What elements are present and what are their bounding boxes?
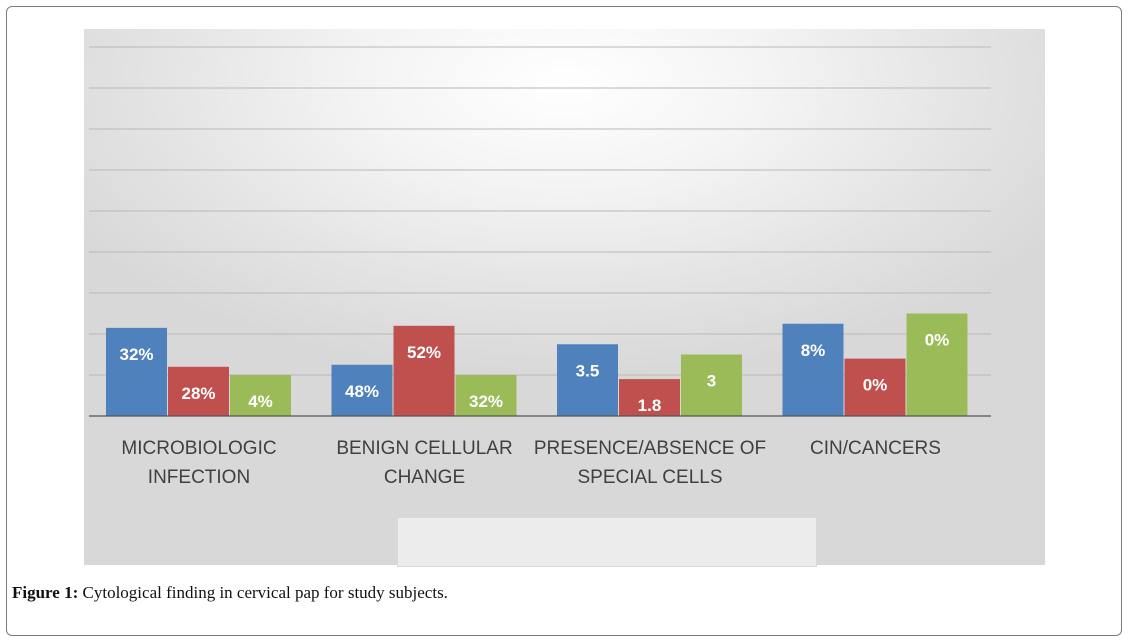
chart-area: 32% 48% 3.5 8% 28% 52% 1.8 0% 4% 32% 3 0% MICROBIOLO… — [84, 29, 1045, 565]
bar — [393, 325, 455, 416]
data-label: 8% — [801, 341, 826, 360]
bar-chart: 32% 48% 3.5 8% 28% 52% 1.8 0% 4% 32% 3 0% MICROBIOLO… — [89, 46, 991, 550]
data-label: 1.8 — [638, 396, 662, 415]
bar — [681, 354, 742, 416]
bar — [331, 364, 393, 416]
data-label: 0% — [863, 376, 888, 395]
data-label: 28% — [181, 384, 215, 403]
bar — [906, 313, 968, 416]
bar — [168, 366, 229, 416]
data-label: 32% — [469, 392, 503, 411]
category-label: BENIGN CELLULAR — [336, 438, 512, 459]
bar — [230, 375, 291, 416]
figure-caption: Figure 1: Cytological finding in cervica… — [12, 583, 448, 603]
bar — [106, 327, 167, 416]
bar — [455, 375, 517, 416]
category-label: CIN/CANCERS — [810, 438, 941, 459]
bar — [782, 323, 844, 416]
bar — [557, 344, 618, 416]
category-label: SPECIAL CELLS — [577, 467, 722, 488]
caption-label: Figure 1: — [12, 583, 79, 602]
data-label: 4% — [248, 392, 273, 411]
data-label: 48% — [345, 382, 379, 401]
bar — [619, 379, 680, 416]
caption-text: Cytological finding in cervical pap for … — [78, 583, 448, 602]
category-label: INFECTION — [148, 467, 250, 488]
data-label: 3 — [707, 372, 716, 391]
bar — [844, 358, 906, 416]
data-label: 3.5 — [576, 361, 600, 380]
legend-box — [397, 517, 817, 567]
category-label: PRESENCE/ABSENCE OF — [534, 438, 766, 459]
data-label: 0% — [925, 331, 950, 350]
category-label: MICROBIOLOGIC — [121, 438, 276, 459]
category-label: CHANGE — [384, 467, 465, 488]
data-label: 52% — [407, 343, 441, 362]
data-label: 32% — [119, 345, 153, 364]
